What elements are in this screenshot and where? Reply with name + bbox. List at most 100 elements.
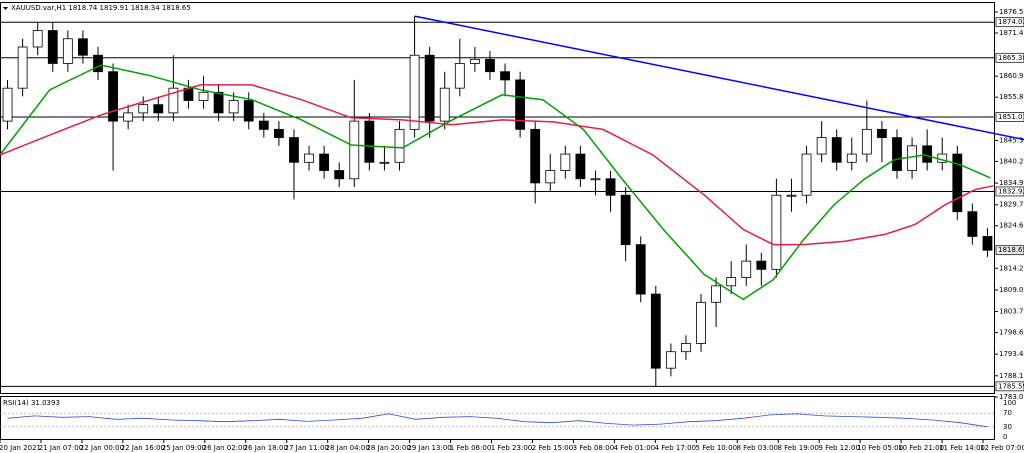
x-tick-label: 3 Feb 08:00 bbox=[573, 444, 614, 452]
x-tick-label: 4 Feb 17:00 bbox=[655, 444, 696, 452]
x-tick-label: 2 Feb 15:00 bbox=[532, 444, 573, 452]
candle-body bbox=[952, 153, 963, 213]
candle-body bbox=[32, 30, 43, 48]
candle-body bbox=[78, 38, 88, 56]
candle-body bbox=[530, 128, 541, 184]
candle-body bbox=[681, 343, 691, 353]
y-tick-label: 1829.70 bbox=[999, 201, 1024, 209]
candle-body bbox=[665, 351, 676, 369]
candle-body bbox=[198, 91, 209, 101]
level-label: 1851.01 bbox=[998, 113, 1024, 121]
current-price-box bbox=[995, 245, 1024, 256]
candle-body bbox=[62, 38, 73, 64]
y-tick-label: 1788.15 bbox=[999, 372, 1024, 380]
y-tick-label: 1814.25 bbox=[999, 264, 1024, 272]
candle-body bbox=[47, 30, 58, 64]
candle-body bbox=[605, 178, 616, 196]
candle-body bbox=[696, 301, 706, 344]
y-tick-label: 1803.75 bbox=[999, 308, 1024, 316]
candle-body bbox=[726, 277, 737, 287]
candle-body bbox=[861, 128, 872, 155]
candle-body bbox=[319, 153, 330, 171]
trendline bbox=[414, 15, 1024, 141]
level-label-box bbox=[995, 52, 1024, 63]
x-tick-label: 28 Jan 04:00 bbox=[326, 444, 370, 452]
y-tick-label: 1809.00 bbox=[999, 286, 1024, 294]
moving-average bbox=[0, 84, 994, 246]
x-tick-label: 26 Jan 18:00 bbox=[244, 444, 288, 452]
candle-body bbox=[213, 91, 224, 114]
candle-body bbox=[982, 236, 993, 251]
rsi-line bbox=[7, 413, 988, 428]
candle-body bbox=[93, 54, 103, 73]
x-tick-label: 10 Feb 21:00 bbox=[898, 444, 944, 452]
candle-body bbox=[635, 244, 646, 295]
candle-body bbox=[500, 71, 510, 81]
candle-body bbox=[349, 120, 360, 180]
x-tick-label: 29 Jan 13:00 bbox=[407, 444, 451, 452]
candle-body bbox=[153, 104, 164, 114]
moving-average bbox=[0, 64, 991, 301]
x-tick-label: 20 Jan 2021 bbox=[0, 444, 41, 452]
candle-body bbox=[485, 58, 495, 73]
candle-body bbox=[771, 194, 782, 270]
candle-body bbox=[711, 285, 721, 303]
candle-body bbox=[123, 112, 134, 122]
x-tick-label: 5 Feb 10:00 bbox=[696, 444, 737, 452]
rsi-tick-label: 100 bbox=[1003, 399, 1016, 407]
x-tick-label: 28 Jan 20:00 bbox=[366, 444, 410, 452]
candle-body bbox=[831, 137, 842, 163]
rsi-tick-label: 30 bbox=[1003, 423, 1012, 431]
y-tick-label: 1871.40 bbox=[999, 29, 1024, 37]
candle-body bbox=[274, 128, 284, 138]
rsi-label: RSI(14) 31.0393 bbox=[3, 399, 60, 407]
y-tick-label: 1860.90 bbox=[999, 72, 1024, 80]
candle-body bbox=[756, 260, 767, 270]
level-label-box bbox=[995, 17, 1024, 28]
y-tick-label: 1798.65 bbox=[999, 329, 1024, 337]
x-tick-label: 1 Feb 23:00 bbox=[491, 444, 532, 452]
y-tick-label: 1876.50 bbox=[999, 8, 1024, 16]
y-tick-label: 1845.30 bbox=[999, 136, 1024, 144]
x-tick-label: 1 Feb 06:00 bbox=[450, 444, 491, 452]
candle-body bbox=[243, 100, 254, 122]
level-label: 1785.59 bbox=[998, 382, 1024, 390]
x-tick-label: 22 Jan 00:00 bbox=[80, 444, 124, 452]
candle-body bbox=[364, 120, 375, 163]
candle-body bbox=[877, 128, 887, 138]
candle-body bbox=[258, 120, 269, 130]
level-label: 1865.38 bbox=[998, 54, 1024, 62]
rsi-tick-label: 0 bbox=[1003, 433, 1007, 441]
candle-body bbox=[816, 137, 827, 155]
candle-body bbox=[379, 161, 390, 164]
level-label-box bbox=[995, 381, 1024, 392]
rsi-panel bbox=[0, 396, 995, 440]
candle-body bbox=[967, 211, 978, 237]
y-tick-label: 1793.40 bbox=[999, 350, 1024, 358]
candle-body bbox=[394, 128, 405, 163]
candle-body bbox=[650, 293, 661, 369]
x-tick-label: 10 Feb 05:00 bbox=[857, 444, 903, 452]
candle-body bbox=[741, 260, 752, 278]
candle-body bbox=[846, 153, 857, 163]
candle-body bbox=[575, 153, 586, 180]
candle-body bbox=[786, 194, 797, 197]
x-tick-label: 4 Feb 01:00 bbox=[614, 444, 655, 452]
x-tick-label: 9 Feb 12:00 bbox=[818, 444, 859, 452]
level-label: 1832.92 bbox=[998, 187, 1024, 195]
candle-body bbox=[454, 63, 465, 89]
x-tick-label: 11 Feb 14:00 bbox=[939, 444, 985, 452]
candle-body bbox=[439, 87, 450, 122]
x-tick-label: 8 Feb 03:00 bbox=[737, 444, 778, 452]
x-tick-label: 8 Feb 19:00 bbox=[777, 444, 818, 452]
candle-body bbox=[515, 79, 526, 130]
main-panel bbox=[0, 2, 995, 394]
collapse-icon bbox=[3, 7, 8, 10]
candle-body bbox=[424, 54, 435, 122]
candle-body bbox=[228, 100, 239, 114]
candle-body bbox=[545, 170, 556, 184]
candle-body bbox=[892, 137, 902, 171]
rsi-tick-label: 70 bbox=[1003, 409, 1012, 417]
